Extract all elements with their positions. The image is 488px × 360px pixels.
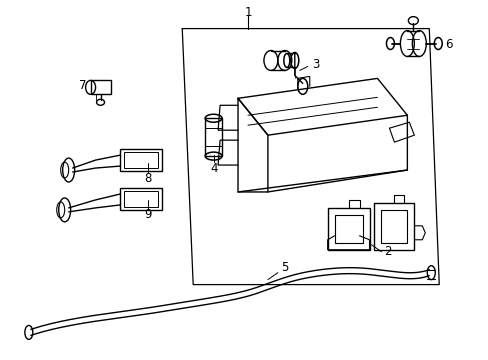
Bar	[120, 149, 162, 171]
Bar	[334, 215, 362, 243]
Bar	[124, 191, 158, 207]
Text: 1: 1	[244, 6, 251, 19]
Bar	[381, 210, 407, 243]
Bar	[120, 188, 162, 210]
Text: 4: 4	[210, 162, 218, 175]
Text: 2: 2	[383, 245, 390, 258]
Bar	[124, 152, 158, 168]
Text: 9: 9	[144, 208, 152, 221]
Text: 8: 8	[144, 171, 152, 185]
Text: 6: 6	[445, 38, 452, 51]
Text: 3: 3	[311, 58, 319, 71]
Bar	[90, 80, 110, 94]
Text: 5: 5	[281, 261, 288, 274]
Bar	[205, 118, 222, 156]
Text: 7: 7	[79, 79, 86, 92]
Bar	[374, 203, 413, 250]
Bar	[327, 208, 369, 250]
